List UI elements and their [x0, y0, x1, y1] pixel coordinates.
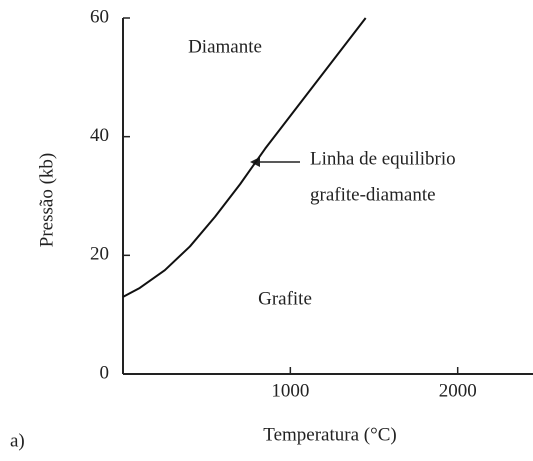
line [122, 17, 367, 298]
y-tick-label: 60 [90, 6, 109, 27]
x-tick-label: 2000 [439, 380, 477, 401]
region-label: Diamante [188, 36, 262, 57]
y-tick-label: 20 [90, 244, 109, 265]
arrow-label: Linha de equilibrio [310, 148, 456, 169]
x-tick-label: 1000 [271, 380, 309, 401]
region-label: Grafite [258, 288, 312, 309]
panel-label: a) [10, 430, 25, 451]
y-axis-label: Pressão (kb) [36, 153, 57, 247]
arrow-label: grafite-diamante [310, 184, 436, 205]
y-tick-label: 40 [90, 125, 109, 146]
x-axis-label: Temperatura (°C) [263, 424, 396, 445]
y-tick-label: 0 [100, 362, 110, 383]
